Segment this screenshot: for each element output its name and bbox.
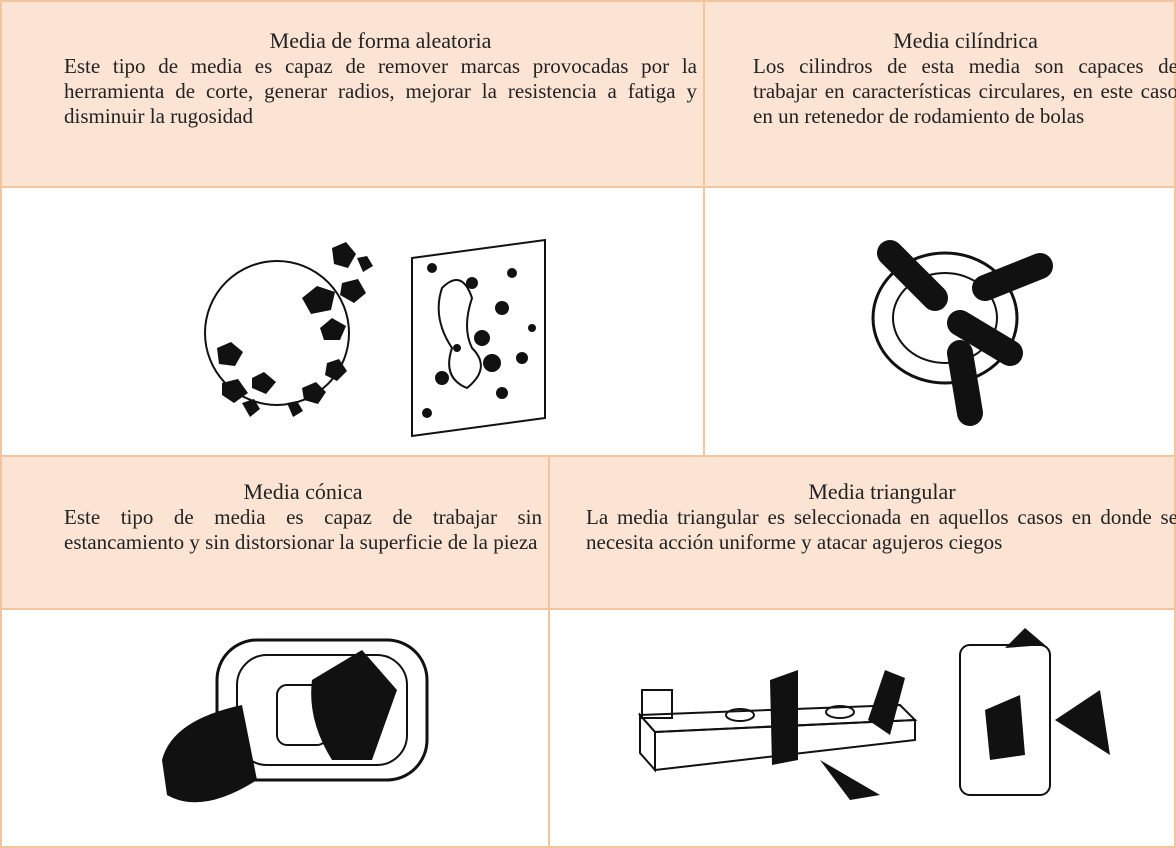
cell-title: Media cónica <box>243 479 363 504</box>
image-cell <box>548 608 1176 848</box>
cell-description: La media triangular es seleccionada en a… <box>586 505 1176 554</box>
cell-description: Este tipo de media es capaz de remover m… <box>64 54 697 128</box>
cell-text: Media de forma aleatoria Este tipo de me… <box>64 28 697 129</box>
cell-text: Media cilíndrica Los cilindros de esta m… <box>753 28 1176 129</box>
cylinder-media-illustration <box>871 240 1053 426</box>
cell-text: Media cónica Este tipo de media es capaz… <box>64 479 542 555</box>
header-cell: Media de forma aleatoria Este tipo de me… <box>0 0 705 188</box>
header-cell: Media triangular La media triangular es … <box>548 455 1176 610</box>
image-cell <box>0 608 550 848</box>
image-cell <box>0 186 705 457</box>
header-cell: Media cilíndrica Los cilindros de esta m… <box>703 0 1176 188</box>
cell-title: Media cilíndrica <box>893 28 1038 53</box>
cell-description: Los cilindros de esta media son capaces … <box>753 54 1176 128</box>
conical-media-illustration <box>162 638 429 803</box>
triangular-media-illustration <box>637 628 1110 800</box>
image-cell <box>703 186 1176 457</box>
cell-title: Media triangular <box>808 479 956 504</box>
cell-title: Media de forma aleatoria <box>269 28 492 53</box>
cell-text: Media triangular La media triangular es … <box>586 479 1176 555</box>
header-cell: Media cónica Este tipo de media es capaz… <box>0 455 550 610</box>
cell-description: Este tipo de media es capaz de trabajar … <box>64 505 542 554</box>
random-media-illustration <box>204 238 546 438</box>
